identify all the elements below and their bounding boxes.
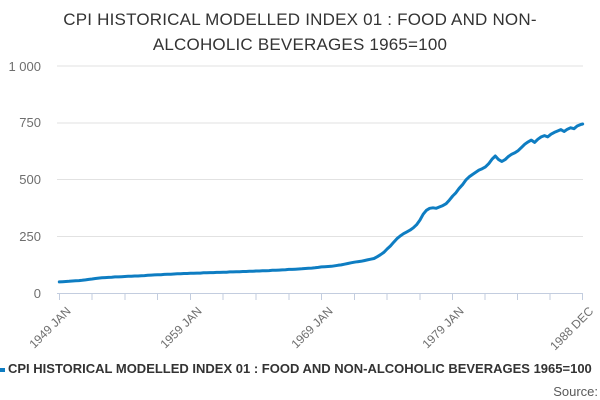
y-tick-label: 0	[33, 285, 41, 301]
y-tick-label: 1 000	[8, 58, 41, 74]
source-label: Source:	[553, 384, 598, 399]
y-tick-label: 500	[19, 172, 41, 188]
legend-line-marker-icon	[0, 368, 5, 372]
legend: CPI HISTORICAL MODELLED INDEX 01 : FOOD …	[0, 361, 600, 379]
y-tick-label: 250	[19, 228, 41, 244]
y-tick-label: 750	[19, 115, 41, 131]
chart-title-text: CPI HISTORICAL MODELLED INDEX 01 : FOOD …	[63, 10, 537, 54]
legend-label: CPI HISTORICAL MODELLED INDEX 01 : FOOD …	[8, 361, 592, 376]
chart-title: CPI HISTORICAL MODELLED INDEX 01 : FOOD …	[0, 7, 600, 57]
